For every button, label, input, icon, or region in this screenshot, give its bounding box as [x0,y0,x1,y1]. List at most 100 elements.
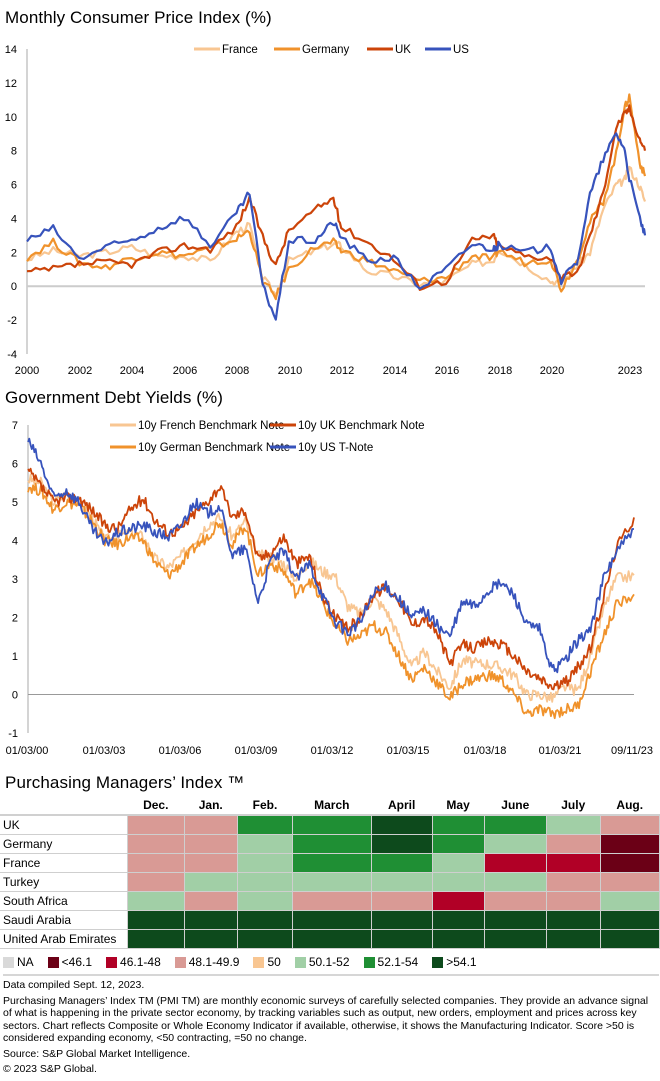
heatmap-cell [291,814,372,835]
heatmap-cell [183,891,238,911]
y-tick-label: -2 [7,315,17,327]
heatmap-row: Saudi Arabia [0,910,660,930]
heatmap-cell [291,929,372,949]
x-tick-label: 01/03/18 [464,745,507,757]
heatmap-cell [431,814,485,835]
x-tick-label: 01/03/09 [235,745,278,757]
legend-swatch [174,956,186,968]
heatmap-cell [127,891,185,911]
y-tick-label: -1 [8,728,18,740]
row-label: UK [0,814,128,835]
heatmap-cell [546,814,601,835]
y-tick-label: 6 [12,459,18,471]
heatmap-cell [431,891,485,911]
heatmap-cell [546,891,601,911]
heatmap-cell [237,929,293,949]
x-tick-label: 2020 [540,365,564,377]
heatmap-cell [237,853,293,873]
x-tick-label: 2010 [278,365,302,377]
legend-item: 50 [253,955,281,969]
x-tick-label: 01/03/21 [539,745,582,757]
heatmap-cell [127,910,185,930]
column-header: May [432,796,485,816]
legend-label: UK [395,44,411,56]
heatmap-cell [237,891,293,911]
legend-item: 10y US T-Note [270,442,373,454]
legend-item: 48.1-49.9 [174,955,240,969]
legend-label: 10y US T-Note [298,442,373,454]
heatmap-cell [599,891,660,911]
legend-item: 10y French Benchmark Note [110,420,284,432]
legend-label: 46.1-48 [120,955,161,969]
legend-item: 46.1-48 [106,955,161,969]
y-tick-label: 5 [12,497,18,509]
legend-item: 10y UK Benchmark Note [270,420,425,432]
column-header: June [484,796,547,816]
row-label: Turkey [0,872,128,892]
x-tick-label: 01/03/12 [311,745,354,757]
heatmap-cell [370,929,433,949]
heatmap-cell [483,814,548,835]
legend-item: 10y German Benchmark Note [110,442,290,454]
y-tick-label: 0 [11,281,17,293]
y-tick-label: 4 [12,536,18,548]
y-tick-label: 10 [5,112,17,124]
heatmap-cell [431,853,485,873]
row-label-header [0,796,128,816]
y-tick-label: 8 [11,146,17,158]
pmi-legend: NA <46.1 46.1-48 48.1-49.9 50 50.1-52 52.1-54 >… [3,955,491,969]
legend-swatch [47,956,59,968]
x-tick-label: 2014 [383,365,407,377]
heatmap-cell [127,814,185,835]
series-line-us [26,132,647,321]
row-label: France [0,853,128,873]
x-tick-label: 01/03/03 [83,745,126,757]
x-tick-label: 2008 [225,365,249,377]
copyright-note: © 2023 S&P Global. [3,1063,97,1075]
heatmap-cell [237,872,293,892]
heatmap-cell [183,929,238,949]
legend-item: 52.1-54 [363,955,418,969]
heatmap-cell [291,872,372,892]
y-tick-label: -4 [7,349,17,361]
heatmap-row: South Africa [0,891,660,911]
column-header: March [292,796,372,816]
heatmap-cell [127,853,185,873]
x-tick-label: 2012 [330,365,354,377]
heatmap-cell [599,834,660,854]
y-tick-label: 3 [12,574,18,586]
heatmap-cell [599,814,660,835]
heatmap-cell [237,910,293,930]
heatmap-row: Turkey [0,872,660,892]
yields-chart: 7 6 5 4 3 2 1 0 -1 01/03/00 01/03/03 01/03/06 01/03/… [6,420,653,757]
legend-label: 10y UK Benchmark Note [298,420,425,432]
heatmap-cell [599,929,660,949]
x-tick-label: 2023 [618,365,642,377]
legend-label: 50 [267,955,281,969]
legend-label: 48.1-49.9 [188,955,240,969]
x-tick-label: 2004 [120,365,144,377]
heatmap-cell [546,834,601,854]
y-tick-label: 1 [12,651,18,663]
legend-swatch [363,956,375,968]
heatmap-cell [599,872,660,892]
heatmap-cell [546,929,601,949]
legend-item: NA [3,955,34,969]
legend-label: <46.1 [61,955,93,969]
series-line-10y-french-benchmark-note [27,473,635,703]
legend-label: US [453,44,469,56]
heatmap-cell [183,834,238,854]
legend-swatch [106,956,118,968]
heatmap-header-row: Dec. Jan. Feb. March April May June July Aug. [0,796,660,816]
legend-swatch [432,956,444,968]
series-line-10y-uk-benchmark-note [27,467,635,691]
pmi-heatmap: Dec. Jan. Feb. March April May June July Aug. UK G… [0,796,660,949]
heatmap-cell [431,834,485,854]
legend-item: <46.1 [47,955,93,969]
heatmap-cell [483,910,548,930]
column-header: July [546,796,600,816]
heatmap-cell [291,891,372,911]
y-tick-label: 7 [12,420,18,432]
heatmap-row: United Arab Emirates [0,929,660,949]
heatmap-cell [546,872,601,892]
